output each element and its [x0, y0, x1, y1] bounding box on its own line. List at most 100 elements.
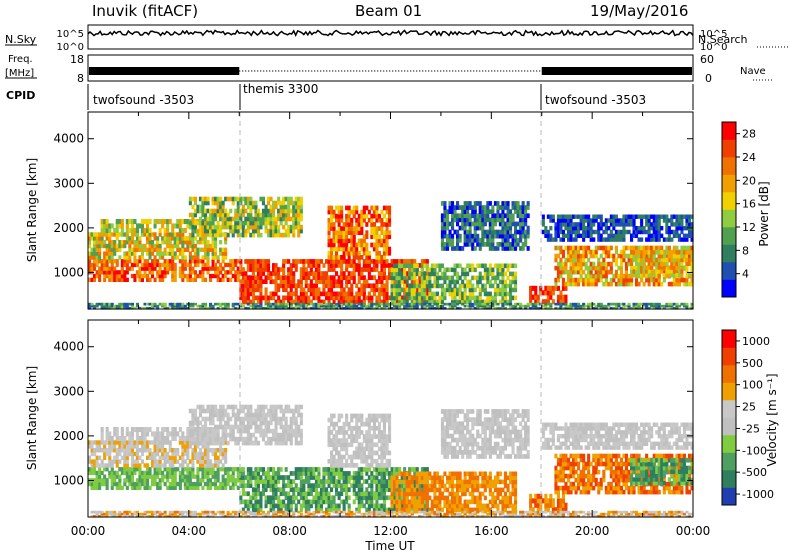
heatmap-cell [314, 279, 318, 284]
heatmap-cell [413, 275, 417, 281]
heatmap-cell [503, 201, 507, 206]
heatmap-cell [337, 230, 341, 235]
heatmap-cell [224, 220, 228, 226]
heatmap-cell [647, 237, 651, 242]
heatmap-cell [261, 420, 265, 426]
heatmap-cell [660, 261, 664, 266]
heatmap-cell [196, 416, 200, 422]
heatmap-cell [304, 306, 308, 310]
heatmap-cell [244, 232, 248, 238]
colorbar-swatch [722, 244, 736, 263]
heatmap-cell [198, 270, 202, 275]
heatmap-cell [181, 306, 185, 310]
heatmap-cell [234, 216, 238, 222]
heatmap-cell [390, 287, 394, 293]
heatmap-cell [672, 249, 676, 255]
heatmap-cell [140, 306, 144, 310]
heatmap-cell [90, 485, 94, 490]
heatmap-cell [604, 261, 608, 267]
heatmap-cell [183, 451, 187, 457]
heatmap-cell [408, 291, 412, 297]
heatmap-cell [640, 257, 644, 263]
heatmap-cell [103, 467, 107, 472]
heatmap-cell [375, 304, 379, 308]
heatmap-cell [110, 223, 114, 229]
heatmap-cell [506, 283, 510, 289]
heatmap-cell [554, 302, 558, 306]
heatmap-cell [181, 463, 185, 468]
heatmap-cell [551, 285, 555, 291]
heatmap-cell [476, 221, 480, 227]
heatmap-cell [453, 304, 457, 308]
heatmap-cell [319, 302, 323, 306]
heatmap-cell [592, 261, 596, 267]
heatmap-cell [355, 226, 359, 231]
heatmap-cell [410, 306, 414, 310]
heatmap-cell [612, 306, 616, 310]
heatmap-cell [193, 436, 197, 442]
heatmap-cell [647, 233, 651, 238]
heatmap-cell [166, 440, 170, 445]
heatmap-cell [375, 279, 379, 284]
heatmap-cell [166, 427, 170, 433]
heatmap-cell [640, 222, 644, 227]
heatmap-cell [612, 253, 616, 259]
heatmap-cell [662, 249, 666, 255]
heatmap-cell [272, 200, 276, 206]
heatmap-cell [330, 217, 334, 223]
heatmap-cell [138, 485, 142, 490]
heatmap-cell [231, 200, 235, 206]
heatmap-cell [602, 273, 606, 279]
heatmap-cell [370, 217, 374, 223]
heatmap-cell [360, 226, 364, 231]
heatmap-cell [244, 287, 248, 293]
heatmap-cell [345, 304, 349, 308]
heatmap-cell [123, 259, 127, 264]
heatmap-cell [546, 302, 550, 306]
heatmap-cell [294, 304, 298, 308]
heatmap-cell [277, 212, 281, 218]
heatmap-cell [98, 455, 102, 460]
heatmap-cell [602, 249, 606, 255]
heatmap-cell [211, 228, 215, 234]
heatmap-cell [171, 481, 175, 487]
heatmap-cell [156, 306, 160, 310]
heatmap-cell [534, 290, 538, 296]
heatmap-cell [90, 232, 94, 237]
heatmap-cell [259, 220, 263, 226]
heatmap-cell [380, 275, 384, 280]
heatmap-cell [292, 263, 296, 268]
heatmap-cell [209, 243, 213, 249]
heatmap-cell [277, 275, 281, 280]
heatmap-cell [496, 271, 500, 277]
heatmap-cell [115, 448, 119, 453]
heatmap-cell [395, 259, 399, 264]
heatmap-cell [214, 412, 218, 418]
heatmap-cell [630, 277, 634, 283]
heatmap-cell [345, 226, 349, 231]
heatmap-cell [438, 275, 442, 281]
heatmap-cell [95, 232, 99, 237]
heatmap-cell [282, 283, 286, 289]
heatmap-cell [453, 217, 457, 223]
heatmap-cell [239, 420, 243, 426]
heatmap-cell [204, 240, 208, 245]
heatmap-cell [609, 222, 613, 227]
heatmap-cell [221, 208, 225, 214]
heatmap-cell [163, 459, 167, 464]
heatmap-cell [294, 208, 298, 214]
heatmap-cell [380, 283, 384, 289]
heatmap-cell [330, 304, 334, 308]
heatmap-cell [483, 283, 487, 289]
heatmap-cell [403, 304, 407, 308]
heatmap-cell [461, 283, 465, 289]
heatmap-cell [292, 259, 296, 264]
heatmap-cell [342, 234, 346, 240]
heatmap-cell [556, 302, 560, 306]
heatmap-cell [113, 481, 117, 487]
heatmap-cell [516, 229, 520, 235]
heatmap-cell [362, 283, 366, 289]
heatmap-cell [196, 262, 200, 268]
heatmap-cell [103, 440, 107, 445]
heatmap-cell [526, 229, 530, 235]
